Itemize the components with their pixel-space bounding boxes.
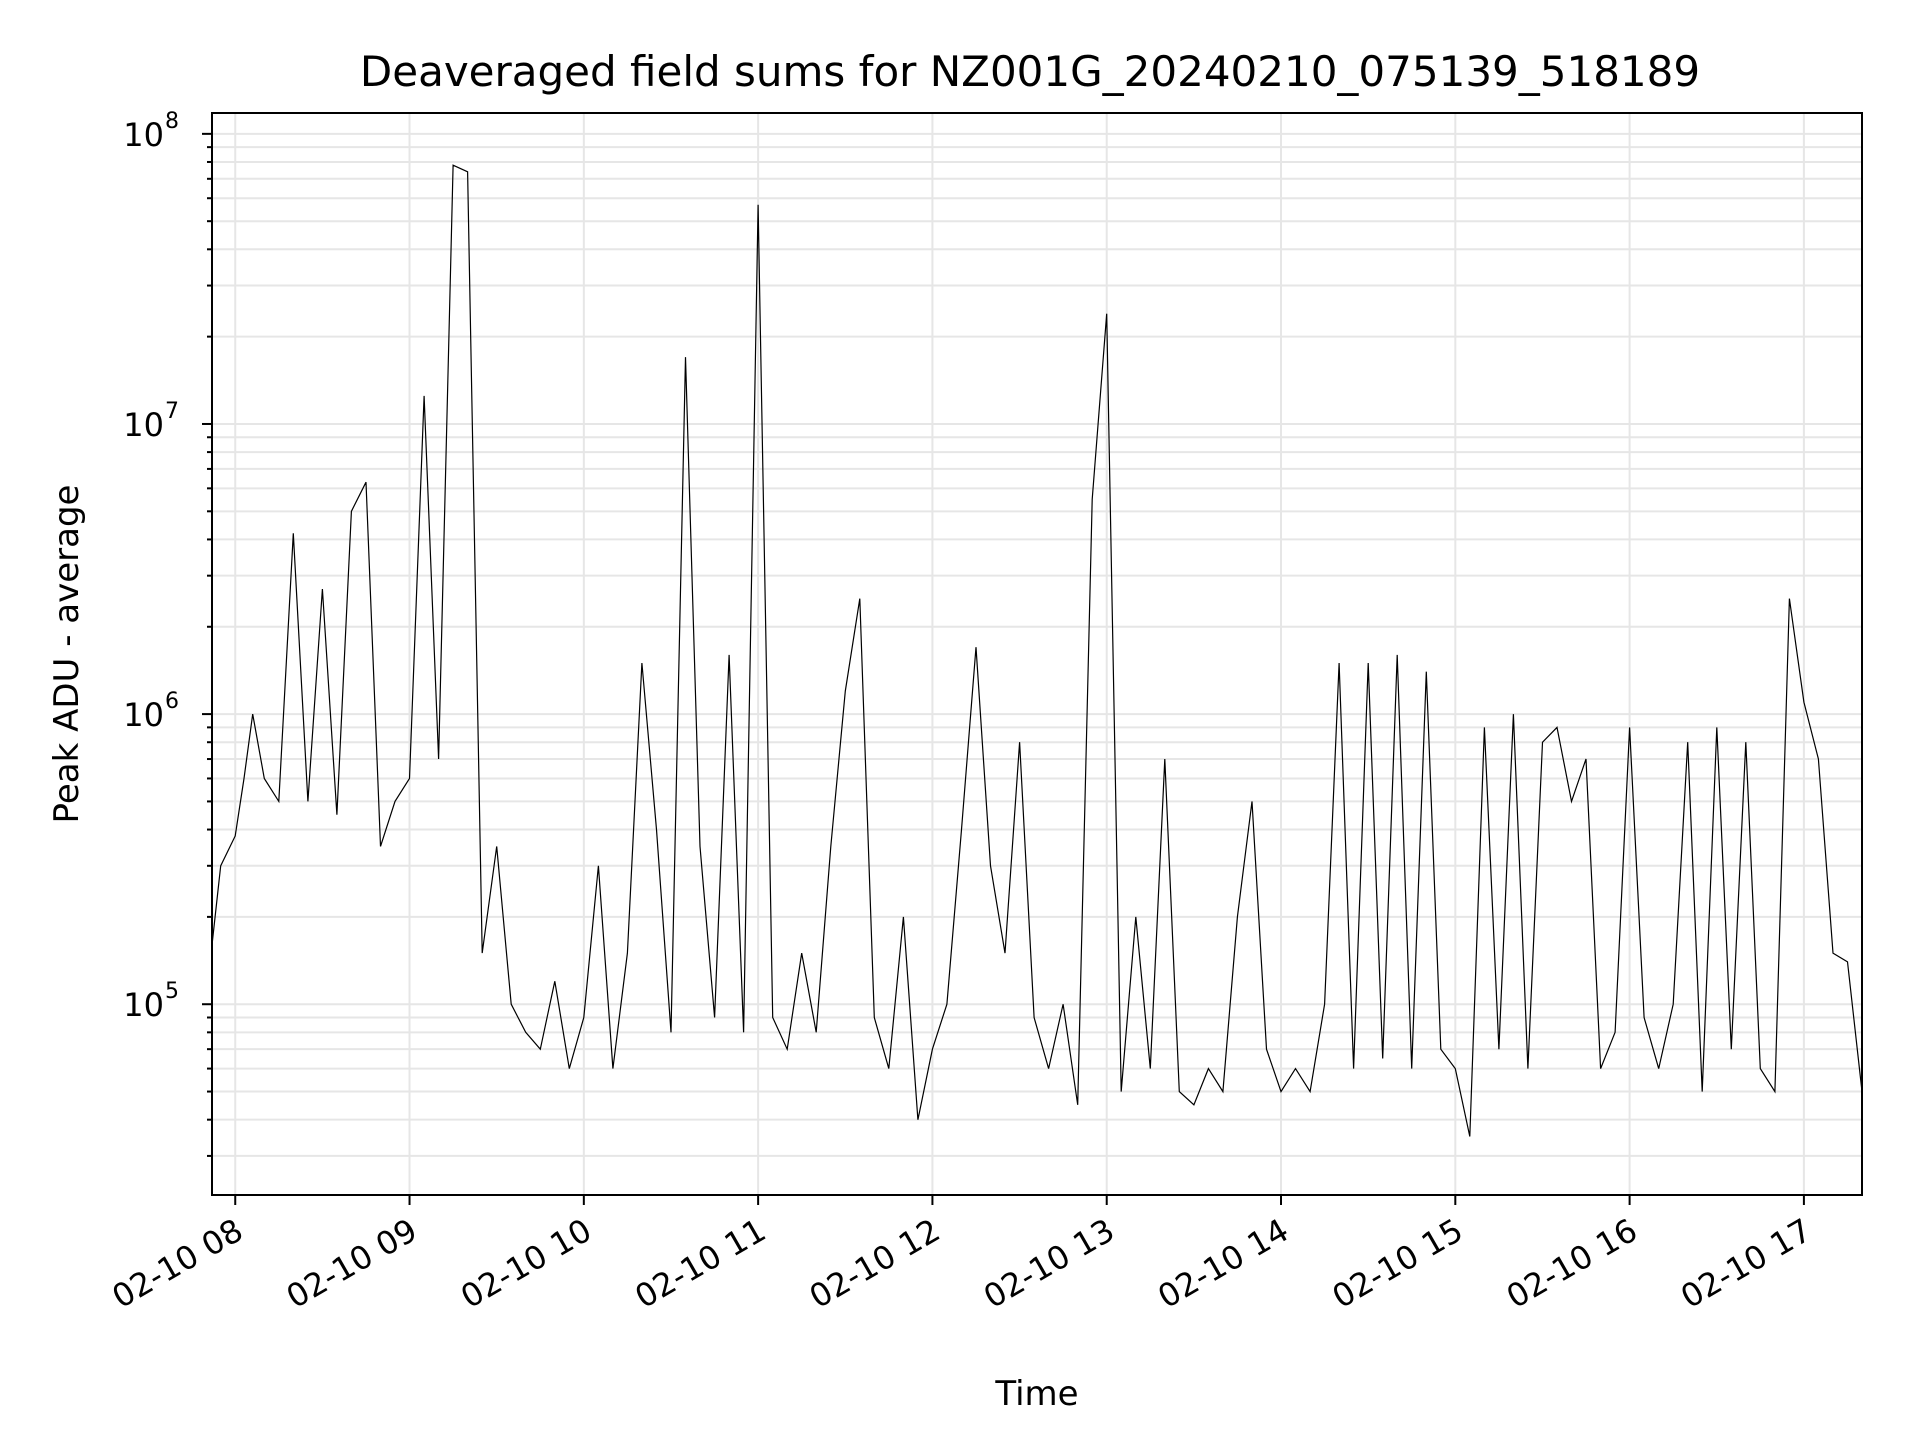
y-tick-base: 10 bbox=[123, 696, 164, 734]
y-tick-exponent: 6 bbox=[165, 689, 179, 714]
y-tick-base: 10 bbox=[123, 406, 164, 444]
y-tick-base: 10 bbox=[123, 116, 164, 154]
y-tick-exponent: 8 bbox=[165, 109, 179, 134]
y-tick-exponent: 7 bbox=[165, 399, 179, 424]
y-tick-exponent: 5 bbox=[165, 979, 179, 1004]
chart-title: Deaveraged field sums for NZ001G_2024021… bbox=[360, 47, 1700, 96]
grid bbox=[212, 113, 1862, 1195]
y-tick-label: 10 bbox=[123, 116, 164, 154]
y-tick-base: 10 bbox=[123, 986, 164, 1024]
series-layer bbox=[211, 164, 1863, 1137]
series-line bbox=[211, 164, 1863, 1137]
y-axis-label: Peak ADU - average bbox=[47, 485, 87, 824]
x-axis-label: Time bbox=[994, 1374, 1078, 1414]
y-tick-label: 10 bbox=[123, 696, 164, 734]
plot-area-frame bbox=[211, 112, 1863, 1196]
y-tick-label: 10 bbox=[123, 986, 164, 1024]
y-tick-label: 10 bbox=[123, 406, 164, 444]
